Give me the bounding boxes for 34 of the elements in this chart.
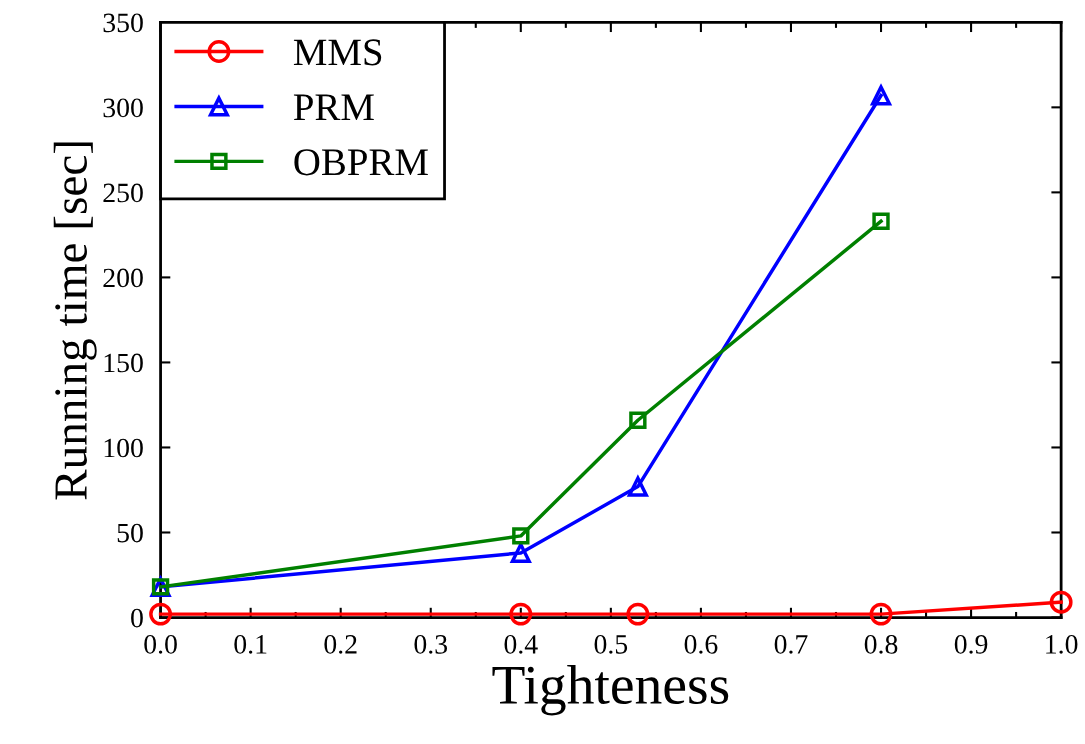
point bbox=[869, 602, 893, 626]
y-tick-label: 350 bbox=[103, 13, 143, 33]
x-tick-label: 0.6 bbox=[684, 634, 718, 654]
x-tick-label: 0.4 bbox=[504, 634, 538, 654]
point bbox=[626, 602, 650, 626]
y-axis-title: Running time [sec] bbox=[53, 142, 97, 500]
y-tick-label: 300 bbox=[103, 98, 143, 118]
y-tick-label: 100 bbox=[104, 438, 143, 458]
x-tick-label: 0.5 bbox=[594, 634, 628, 654]
y-tick-label: 250 bbox=[103, 183, 143, 203]
x-tick-label: 0.7 bbox=[774, 634, 808, 654]
x-axis-title: Tighteness bbox=[492, 664, 729, 716]
legend-label: PRM bbox=[293, 94, 374, 121]
y-tick-label: 150 bbox=[104, 353, 143, 373]
legend-label: OBPRM bbox=[294, 149, 428, 176]
x-tick-label: 1.0 bbox=[1046, 634, 1078, 654]
point bbox=[149, 602, 173, 626]
x-tick-label: 0.1 bbox=[234, 634, 267, 654]
legend-label: MMS bbox=[293, 39, 382, 66]
x-tick-label: 0.3 bbox=[414, 634, 448, 654]
x-tick-label: 0.0 bbox=[144, 634, 177, 654]
point bbox=[512, 527, 530, 545]
x-tick-label: 0.8 bbox=[864, 634, 898, 654]
point bbox=[1049, 590, 1073, 614]
y-tick-label: 50 bbox=[117, 523, 143, 543]
point bbox=[509, 602, 533, 626]
y-tick-label: 200 bbox=[103, 268, 143, 288]
x-tick-label: 0.2 bbox=[324, 634, 357, 654]
point bbox=[870, 85, 892, 106]
point bbox=[872, 212, 890, 230]
y-tick-label: 0 bbox=[131, 608, 143, 628]
point bbox=[626, 474, 649, 497]
x-tick-label: 0.9 bbox=[954, 634, 988, 654]
point bbox=[629, 411, 647, 429]
